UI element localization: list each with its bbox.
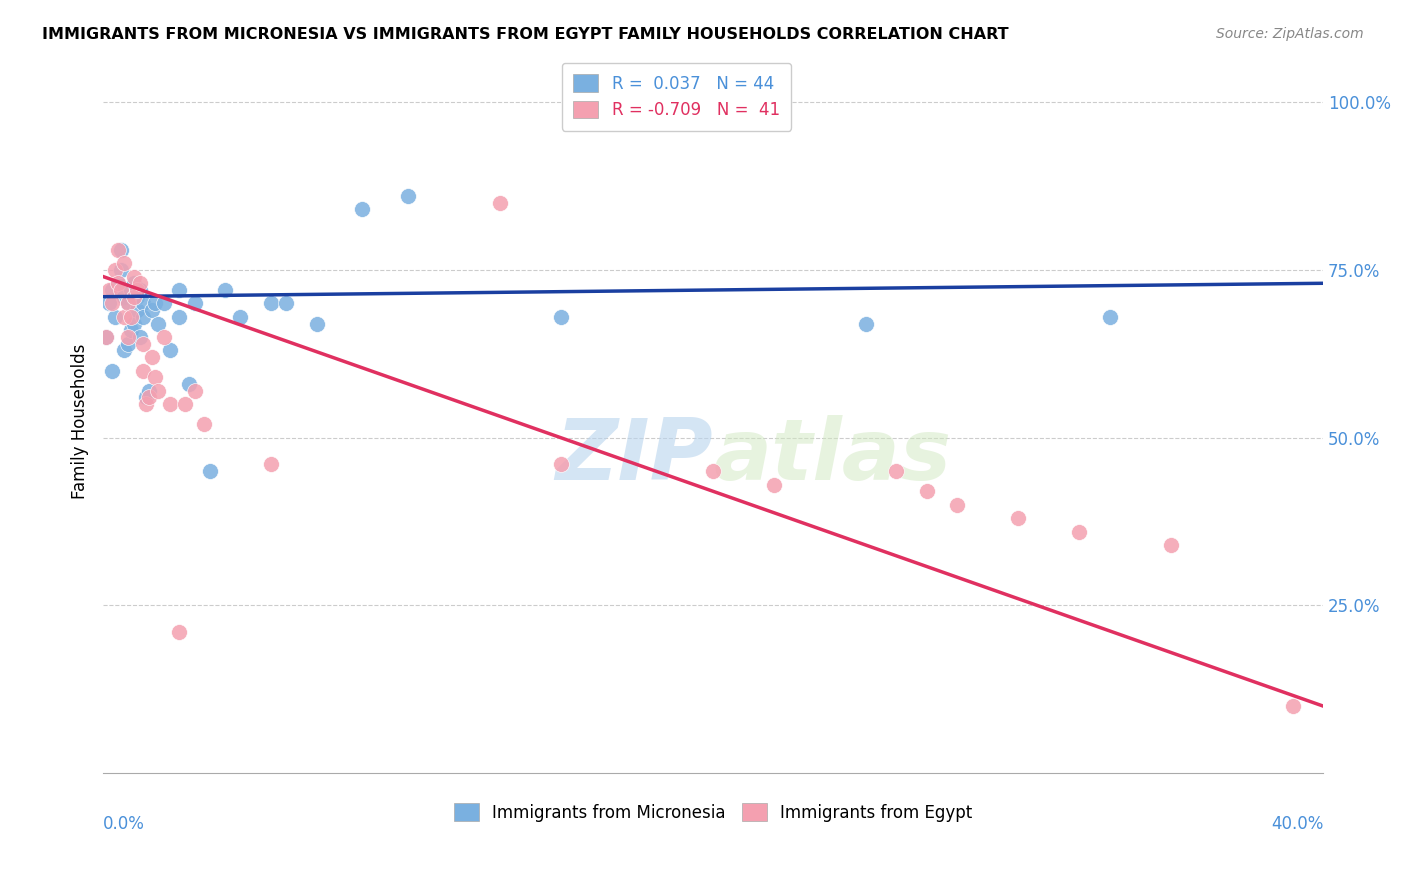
Point — [114, 256, 136, 270]
Point — [143, 296, 166, 310]
Point — [352, 202, 374, 217]
Text: ZIP: ZIP — [555, 415, 713, 498]
Point — [110, 263, 132, 277]
Point — [159, 397, 181, 411]
Point — [1007, 511, 1029, 525]
Point — [107, 277, 129, 291]
Point — [110, 283, 132, 297]
Point — [763, 477, 786, 491]
Point — [122, 290, 145, 304]
Point — [107, 243, 129, 257]
Point — [855, 317, 877, 331]
Point — [1281, 699, 1303, 714]
Point — [122, 317, 145, 331]
Point — [125, 303, 148, 318]
Text: atlas: atlas — [713, 415, 952, 498]
Point — [915, 484, 938, 499]
Point — [132, 363, 155, 377]
Point — [101, 363, 124, 377]
Point — [193, 417, 215, 432]
Point — [550, 458, 572, 472]
Point — [138, 384, 160, 398]
Point — [117, 296, 139, 310]
Point — [104, 310, 127, 324]
Point — [174, 397, 197, 411]
Point — [98, 296, 121, 310]
Point — [117, 336, 139, 351]
Point — [117, 296, 139, 310]
Point — [128, 283, 150, 297]
Point — [125, 290, 148, 304]
Point — [1098, 310, 1121, 324]
Point — [98, 283, 121, 297]
Point — [141, 303, 163, 318]
Point — [702, 464, 724, 478]
Point — [884, 464, 907, 478]
Point — [122, 269, 145, 284]
Point — [305, 317, 328, 331]
Point — [114, 343, 136, 358]
Point — [1069, 524, 1091, 539]
Point — [120, 310, 142, 324]
Point — [146, 317, 169, 331]
Point — [260, 458, 283, 472]
Point — [143, 370, 166, 384]
Point — [135, 397, 157, 411]
Text: IMMIGRANTS FROM MICRONESIA VS IMMIGRANTS FROM EGYPT FAMILY HOUSEHOLDS CORRELATIO: IMMIGRANTS FROM MICRONESIA VS IMMIGRANTS… — [42, 27, 1010, 42]
Text: Source: ZipAtlas.com: Source: ZipAtlas.com — [1216, 27, 1364, 41]
Y-axis label: Family Households: Family Households — [72, 343, 89, 499]
Point — [107, 277, 129, 291]
Point — [101, 283, 124, 297]
Point — [153, 330, 176, 344]
Point — [183, 384, 205, 398]
Point — [132, 296, 155, 310]
Point — [169, 283, 191, 297]
Point — [110, 243, 132, 257]
Point — [96, 330, 118, 344]
Point — [128, 277, 150, 291]
Point — [276, 296, 298, 310]
Point — [122, 277, 145, 291]
Point — [153, 296, 176, 310]
Legend: Immigrants from Micronesia, Immigrants from Egypt: Immigrants from Micronesia, Immigrants f… — [447, 797, 980, 829]
Point — [488, 195, 510, 210]
Point — [132, 310, 155, 324]
Point — [214, 283, 236, 297]
Point — [229, 310, 252, 324]
Point — [260, 296, 283, 310]
Point — [198, 464, 221, 478]
Point — [120, 283, 142, 297]
Point — [117, 330, 139, 344]
Point — [125, 283, 148, 297]
Point — [1160, 538, 1182, 552]
Point — [169, 625, 191, 640]
Point — [169, 310, 191, 324]
Point — [396, 189, 419, 203]
Point — [138, 390, 160, 404]
Point — [183, 296, 205, 310]
Point — [146, 384, 169, 398]
Point — [101, 296, 124, 310]
Text: 40.0%: 40.0% — [1271, 815, 1323, 833]
Point — [96, 330, 118, 344]
Point — [128, 330, 150, 344]
Point — [104, 263, 127, 277]
Point — [114, 310, 136, 324]
Point — [135, 390, 157, 404]
Point — [159, 343, 181, 358]
Point — [120, 323, 142, 337]
Point — [132, 336, 155, 351]
Text: 0.0%: 0.0% — [103, 815, 145, 833]
Point — [550, 310, 572, 324]
Point — [141, 350, 163, 364]
Point — [114, 290, 136, 304]
Point — [177, 376, 200, 391]
Point — [946, 498, 969, 512]
